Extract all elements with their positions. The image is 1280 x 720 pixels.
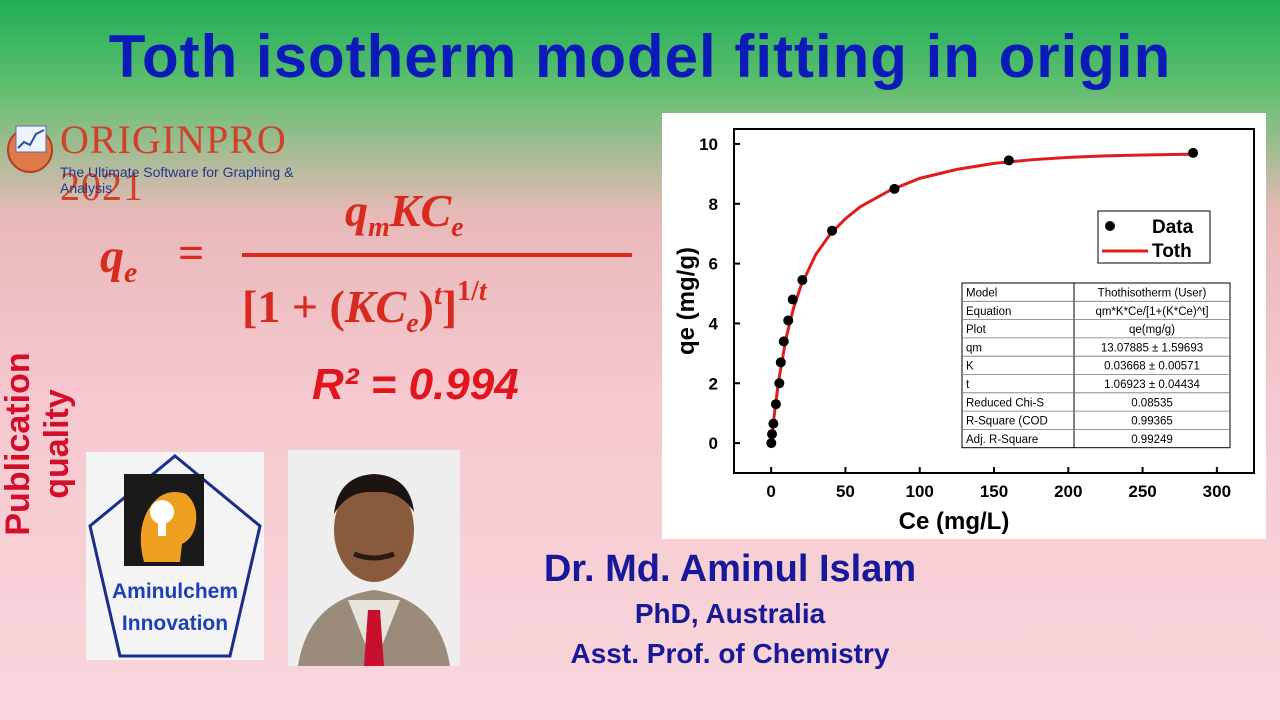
y-tick-label: 4 bbox=[709, 314, 719, 333]
data-point bbox=[766, 438, 777, 449]
x-tick-label: 100 bbox=[906, 482, 934, 501]
x-axis-label: Ce (mg/L) bbox=[899, 508, 1010, 535]
legend-data-label: Data bbox=[1152, 217, 1194, 238]
table-param-name: qm bbox=[966, 342, 982, 354]
data-point bbox=[775, 357, 786, 368]
y-tick-label: 10 bbox=[699, 135, 718, 154]
data-point bbox=[797, 275, 808, 286]
x-tick-label: 0 bbox=[766, 482, 775, 501]
table-param-name: K bbox=[966, 361, 974, 373]
y-tick-label: 2 bbox=[709, 374, 718, 393]
portrait-image bbox=[288, 450, 460, 666]
originpro-brand: ORIGINPRO 2021 bbox=[60, 117, 287, 209]
chart-legend: Data Toth bbox=[1097, 210, 1211, 264]
y-tick-label: 8 bbox=[709, 195, 718, 214]
data-point bbox=[770, 399, 781, 410]
x-tick-label: 200 bbox=[1054, 482, 1082, 501]
svg-text:=: = bbox=[178, 227, 204, 278]
table-param-name: R-Square (COD bbox=[966, 416, 1048, 428]
table-param-value: Thothisotherm (User) bbox=[1098, 288, 1207, 300]
table-param-name: Plot bbox=[966, 324, 987, 336]
originpro-logo: ORIGINPRO 2021 The Ultimate Software for… bbox=[4, 116, 344, 209]
equation-numerator: qmKCe bbox=[345, 185, 464, 243]
data-point bbox=[889, 183, 900, 194]
table-param-value: 0.03668 ± 0.00571 bbox=[1104, 361, 1200, 373]
data-point bbox=[778, 336, 789, 347]
y-axis-label: qe (mg/g) bbox=[673, 247, 700, 355]
page-title: Toth isotherm model fitting in origin bbox=[108, 23, 1172, 90]
toth-chart-panel: 0 50 100 150 200 250 300 0 2 4 6 8 10 Ce (mg/L) qe (mg… bbox=[662, 113, 1266, 539]
author-name: Dr. Md. Aminul Islam bbox=[543, 548, 917, 590]
legend-box bbox=[1097, 210, 1211, 264]
pentagon-bulb-icon bbox=[88, 454, 262, 658]
legend-fit-label: Toth bbox=[1152, 241, 1192, 262]
y-tick-label: 0 bbox=[709, 434, 718, 453]
table-param-value: 0.99365 bbox=[1131, 416, 1173, 428]
data-point bbox=[1003, 155, 1014, 166]
logo-line-1: Aminulchem bbox=[111, 580, 239, 603]
data-point bbox=[767, 429, 778, 440]
y-tick-label: 6 bbox=[709, 255, 718, 274]
table-param-name: Adj. R-Square bbox=[966, 434, 1038, 446]
table-param-name: Reduced Chi-S bbox=[966, 397, 1044, 409]
x-tick-label: 250 bbox=[1128, 482, 1156, 501]
author-photo bbox=[288, 450, 460, 666]
table-param-name: t bbox=[966, 379, 970, 391]
table-param-value: 0.99249 bbox=[1131, 434, 1173, 446]
author-degree: PhD, Australia bbox=[634, 598, 826, 629]
table-param-name: Model bbox=[966, 288, 997, 300]
x-tick-label: 300 bbox=[1203, 482, 1231, 501]
data-point bbox=[783, 315, 794, 326]
x-tick-label: 150 bbox=[980, 482, 1008, 501]
table-param-value: 0.08535 bbox=[1131, 397, 1173, 409]
equation-lhs: qe bbox=[100, 230, 137, 289]
logo-line-2: Innovation bbox=[121, 612, 229, 635]
aminulchem-logo: Aminulchem Innovation bbox=[86, 452, 264, 660]
data-point bbox=[1188, 147, 1199, 158]
x-tick-label: 50 bbox=[836, 482, 855, 501]
legend-data-marker bbox=[1105, 221, 1115, 231]
toth-equation-graphic: qe = qmKCe [1 + (KCe)t]1/t bbox=[100, 185, 632, 339]
table-param-value: qe(mg/g) bbox=[1129, 324, 1175, 336]
originpro-tagline: The Ultimate Software for Graphing & Ana… bbox=[60, 164, 294, 196]
data-point bbox=[827, 225, 838, 236]
equation-denominator: [1 + (KCe)t]1/t bbox=[242, 276, 488, 339]
table-param-value: 1.06923 ± 0.04434 bbox=[1104, 379, 1200, 391]
table-param-name: Equation bbox=[966, 306, 1011, 318]
table-frame bbox=[961, 282, 1231, 449]
table-param-value: qm*K*Ce/[1+(K*Ce)^t] bbox=[1095, 306, 1208, 318]
r-squared-label: R² = 0.994 bbox=[312, 360, 519, 409]
originpro-graph-icon bbox=[7, 125, 53, 173]
fit-results-table: Model Thothisotherm (User) Equation qm*K*Ce… bbox=[961, 282, 1231, 449]
table-param-value: 13.07885 ± 1.59693 bbox=[1101, 342, 1203, 354]
toth-chart: 0 50 100 150 200 250 300 0 2 4 6 8 10 Ce (mg/L) qe (mg… bbox=[673, 128, 1255, 535]
data-point bbox=[768, 418, 779, 429]
data-point bbox=[774, 378, 785, 389]
toth-equation: qe = qmKCe [1 + (KCe)t]1/t bbox=[100, 182, 660, 342]
data-point bbox=[787, 294, 798, 305]
side-label: Publication quality bbox=[0, 352, 76, 536]
author-position: Asst. Prof. of Chemistry bbox=[570, 638, 890, 669]
